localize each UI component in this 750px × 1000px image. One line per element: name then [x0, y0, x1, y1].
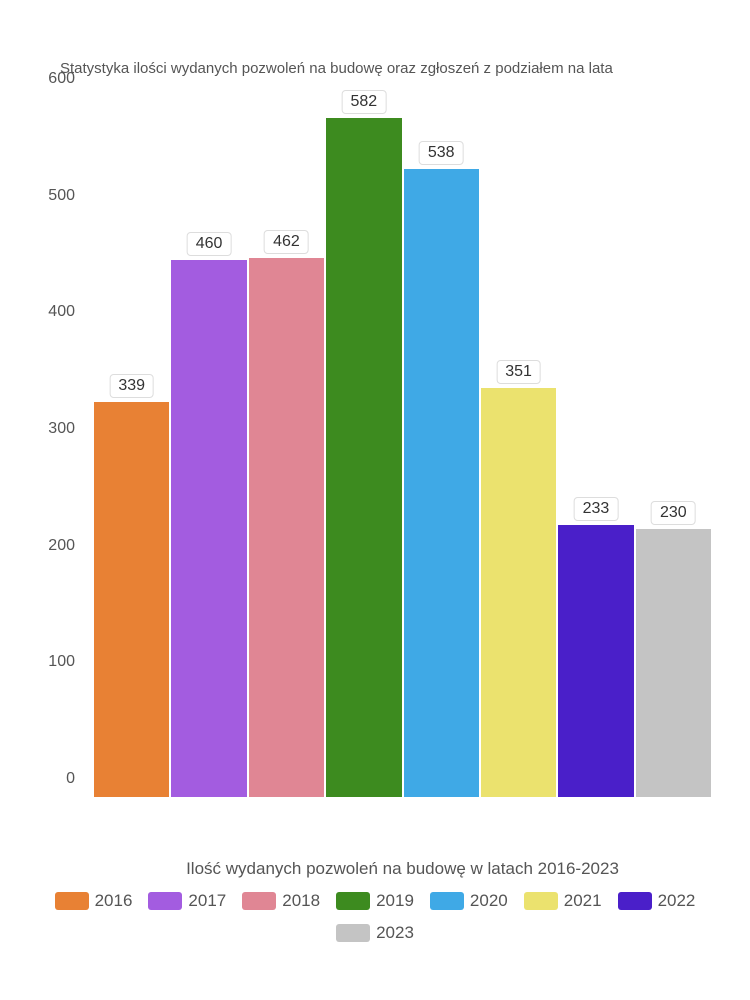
bar-wrap: 351	[480, 97, 557, 797]
y-tick: 200	[48, 537, 75, 555]
legend-swatch	[618, 892, 652, 910]
y-axis: 0100200300400500600	[30, 97, 85, 797]
bar-wrap: 538	[403, 97, 480, 797]
y-tick: 100	[48, 653, 75, 671]
legend-item-2018: 2018	[242, 891, 320, 911]
legend-swatch	[524, 892, 558, 910]
bar-2018: 462	[249, 258, 324, 797]
legend-swatch	[430, 892, 464, 910]
bar-2019: 582	[326, 118, 401, 797]
legend-item-2019: 2019	[336, 891, 414, 911]
bar-value-label: 339	[109, 374, 154, 398]
legend-label: 2018	[282, 891, 320, 911]
legend-item-2022: 2022	[618, 891, 696, 911]
bar-2023: 230	[636, 529, 711, 797]
y-tick: 0	[66, 770, 75, 788]
bar-wrap: 339	[93, 97, 170, 797]
legend-item-2020: 2020	[430, 891, 508, 911]
chart-area: 0100200300400500600 33946046258253835123…	[30, 97, 720, 847]
legend-label: 2016	[95, 891, 133, 911]
legend-label: 2023	[376, 923, 414, 943]
bar-wrap: 462	[248, 97, 325, 797]
legend-item-2023: 2023	[336, 923, 414, 943]
bar-value-label: 538	[419, 141, 464, 165]
bar-2017: 460	[171, 260, 246, 797]
x-axis-label: Ilość wydanych pozwoleń na budowę w lata…	[30, 859, 720, 879]
legend-item-2021: 2021	[524, 891, 602, 911]
bar-value-label: 233	[574, 497, 619, 521]
legend-label: 2021	[564, 891, 602, 911]
y-tick: 500	[48, 187, 75, 205]
y-tick: 400	[48, 303, 75, 321]
legend-label: 2022	[658, 891, 696, 911]
legend-swatch	[242, 892, 276, 910]
bar-value-label: 351	[496, 360, 541, 384]
bar-value-label: 462	[264, 230, 309, 254]
legend-label: 2020	[470, 891, 508, 911]
legend-label: 2019	[376, 891, 414, 911]
bar-wrap: 230	[635, 97, 712, 797]
bar-value-label: 230	[651, 501, 696, 525]
bar-value-label: 460	[187, 232, 232, 256]
chart-title: Statystyka ilości wydanych pozwoleń na b…	[30, 60, 720, 77]
legend-item-2017: 2017	[148, 891, 226, 911]
bar-wrap: 460	[170, 97, 247, 797]
legend-swatch	[148, 892, 182, 910]
bar-2022: 233	[558, 525, 633, 797]
bar-2021: 351	[481, 388, 556, 798]
bar-value-label: 582	[341, 90, 386, 114]
bar-wrap: 233	[557, 97, 634, 797]
bar-wrap: 582	[325, 97, 402, 797]
legend-swatch	[55, 892, 89, 910]
bar-2016: 339	[94, 402, 169, 798]
y-tick: 600	[48, 70, 75, 88]
legend-swatch	[336, 924, 370, 942]
legend: 2016 2017 2018 2019 2020 2021 2022 2023	[30, 891, 720, 943]
legend-item-2016: 2016	[55, 891, 133, 911]
bar-2020: 538	[404, 169, 479, 797]
y-tick: 300	[48, 420, 75, 438]
legend-label: 2017	[188, 891, 226, 911]
legend-swatch	[336, 892, 370, 910]
plot-area: 339460462582538351233230	[85, 97, 720, 797]
